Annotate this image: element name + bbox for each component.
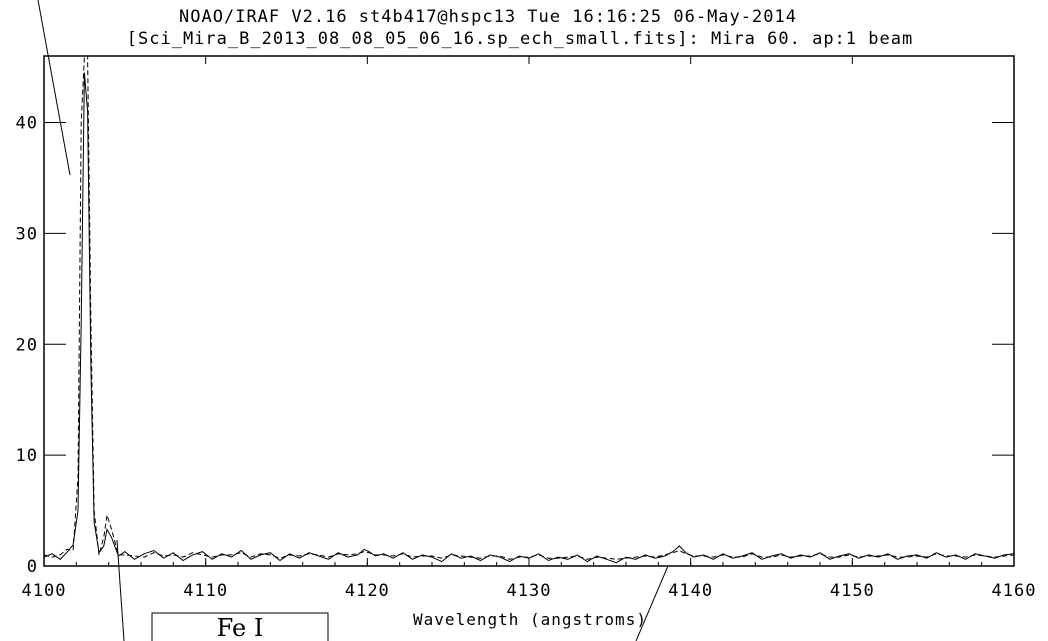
axis-ticks	[43, 56, 1015, 567]
annotation-line-right	[635, 565, 669, 641]
series-line-solid	[43, 72, 1015, 564]
x-tick-label: 4140	[668, 581, 713, 601]
x-tick-label: 4130	[507, 581, 552, 601]
annotation-label: Fe I	[217, 614, 264, 641]
annotation-line-top	[37, 0, 71, 176]
plot-frame	[43, 55, 1015, 567]
x-tick-label: 4120	[345, 581, 390, 601]
x-tick-label: 4150	[830, 581, 875, 601]
series-layer	[43, 55, 1015, 564]
series-line-dashed	[43, 55, 1015, 560]
y-tick-label: 0	[27, 557, 38, 577]
axis-labels: 4100 4110 4120 4130 4140 4150 4160 0 10 20 30 40	[16, 114, 1037, 601]
annotation-line-left	[116, 539, 125, 641]
header-line-1: NOAO/IRAF V2.16 st4b417@hspc13 Tue 16:16…	[179, 7, 797, 27]
annotation-box	[151, 612, 329, 641]
x-tick-label: 4100	[22, 581, 67, 601]
y-tick-label: 20	[16, 335, 38, 355]
y-tick-label: 30	[16, 224, 38, 244]
x-tick-label: 4160	[992, 581, 1037, 601]
x-axis-label: Wavelength (angstroms)	[413, 610, 647, 629]
header-line-2: [Sci_Mira_B_2013_08_08_05_06_16.sp_ech_s…	[127, 29, 913, 49]
x-tick-label: 4110	[183, 581, 228, 601]
y-tick-label: 40	[16, 114, 38, 134]
y-tick-label: 10	[16, 446, 38, 466]
